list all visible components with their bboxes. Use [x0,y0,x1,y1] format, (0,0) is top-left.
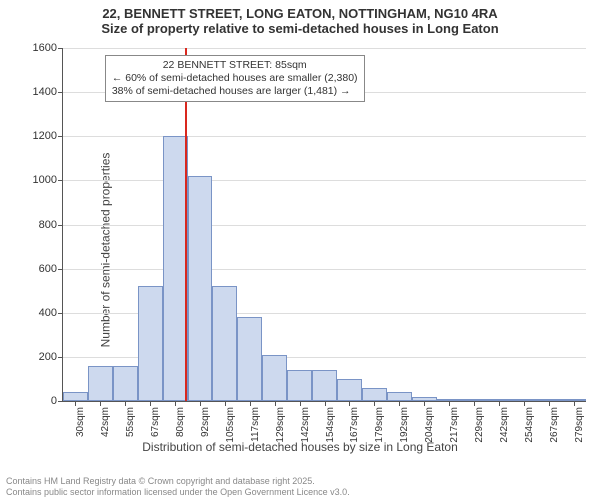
histogram-bar [163,136,188,401]
histogram-bar [337,379,362,401]
ytick-label: 200 [39,351,57,363]
gridline-h [63,136,586,137]
plot-region: 0200400600800100012001400160030sqm42sqm5… [62,48,586,402]
chart-area: Number of semi-detached properties 02004… [0,38,600,462]
ytick-mark [58,401,63,402]
ytick-label: 1600 [33,42,57,54]
ytick-mark [58,136,63,137]
ytick-label: 800 [39,219,57,231]
histogram-bar [362,388,387,401]
xtick-label: 30sqm [75,407,86,437]
xtick-mark [424,401,425,406]
histogram-bar [312,370,337,401]
histogram-bar [387,392,412,401]
ytick-label: 0 [51,395,57,407]
xtick-label: 117sqm [250,407,261,442]
gridline-h [63,225,586,226]
xtick-mark [300,401,301,406]
histogram-bar [113,366,138,401]
xtick-mark [474,401,475,406]
xtick-mark [125,401,126,406]
xtick-label: 279sqm [574,407,585,443]
xtick-mark [574,401,575,406]
ytick-mark [58,313,63,314]
xtick-label: 42sqm [100,407,111,437]
xtick-label: 67sqm [150,407,161,437]
xtick-mark [374,401,375,406]
xtick-mark [225,401,226,406]
xtick-label: 254sqm [524,407,535,443]
xtick-label: 267sqm [549,407,560,443]
ytick-mark [58,180,63,181]
xtick-mark [449,401,450,406]
ytick-label: 1000 [33,174,57,186]
xtick-mark [325,401,326,406]
gridline-h [63,180,586,181]
ytick-label: 1400 [33,86,57,98]
xtick-label: 179sqm [374,407,385,443]
xtick-label: 154sqm [325,407,336,443]
histogram-bar [188,176,213,401]
annotation-left-line: ← 60% of semi-detached houses are smalle… [112,72,358,85]
x-axis-label: Distribution of semi-detached houses by … [0,440,600,454]
xtick-mark [524,401,525,406]
ytick-mark [58,225,63,226]
xtick-mark [499,401,500,406]
xtick-label: 192sqm [399,407,410,443]
annotation-right-line: 38% of semi-detached houses are larger (… [112,85,358,98]
xtick-label: 105sqm [225,407,236,443]
xtick-label: 217sqm [449,407,460,443]
xtick-mark [275,401,276,406]
histogram-bar [212,286,237,401]
xtick-label: 229sqm [474,407,485,443]
ytick-mark [58,92,63,93]
ytick-mark [58,357,63,358]
histogram-bar [63,392,88,401]
chart-title-block: 22, BENNETT STREET, LONG EATON, NOTTINGH… [0,0,600,36]
attribution-footer: Contains HM Land Registry data © Crown c… [6,476,594,497]
annotation-box: 22 BENNETT STREET: 85sqm ← 60% of semi-d… [105,55,365,102]
xtick-mark [175,401,176,406]
footer-line-2: Contains public sector information licen… [6,487,594,497]
annotation-title: 22 BENNETT STREET: 85sqm [112,59,358,72]
xtick-mark [399,401,400,406]
histogram-bar [237,317,262,401]
histogram-bar [138,286,163,401]
xtick-label: 92sqm [200,407,211,437]
xtick-mark [250,401,251,406]
xtick-label: 242sqm [499,407,510,443]
xtick-mark [549,401,550,406]
xtick-label: 129sqm [275,407,286,443]
ytick-label: 400 [39,307,57,319]
xtick-mark [349,401,350,406]
chart-title-line1: 22, BENNETT STREET, LONG EATON, NOTTINGH… [0,6,600,21]
xtick-label: 204sqm [424,407,435,443]
chart-title-line2: Size of property relative to semi-detach… [0,21,600,36]
ytick-mark [58,269,63,270]
xtick-mark [150,401,151,406]
histogram-bar [88,366,113,401]
xtick-mark [75,401,76,406]
xtick-label: 142sqm [300,407,311,443]
xtick-mark [100,401,101,406]
xtick-label: 80sqm [175,407,186,437]
ytick-mark [58,48,63,49]
ytick-label: 1200 [33,130,57,142]
xtick-label: 167sqm [349,407,360,443]
histogram-bar [262,355,287,401]
gridline-h [63,48,586,49]
xtick-mark [200,401,201,406]
xtick-label: 55sqm [125,407,136,437]
footer-line-1: Contains HM Land Registry data © Crown c… [6,476,594,486]
gridline-h [63,269,586,270]
histogram-bar [287,370,312,401]
ytick-label: 600 [39,263,57,275]
